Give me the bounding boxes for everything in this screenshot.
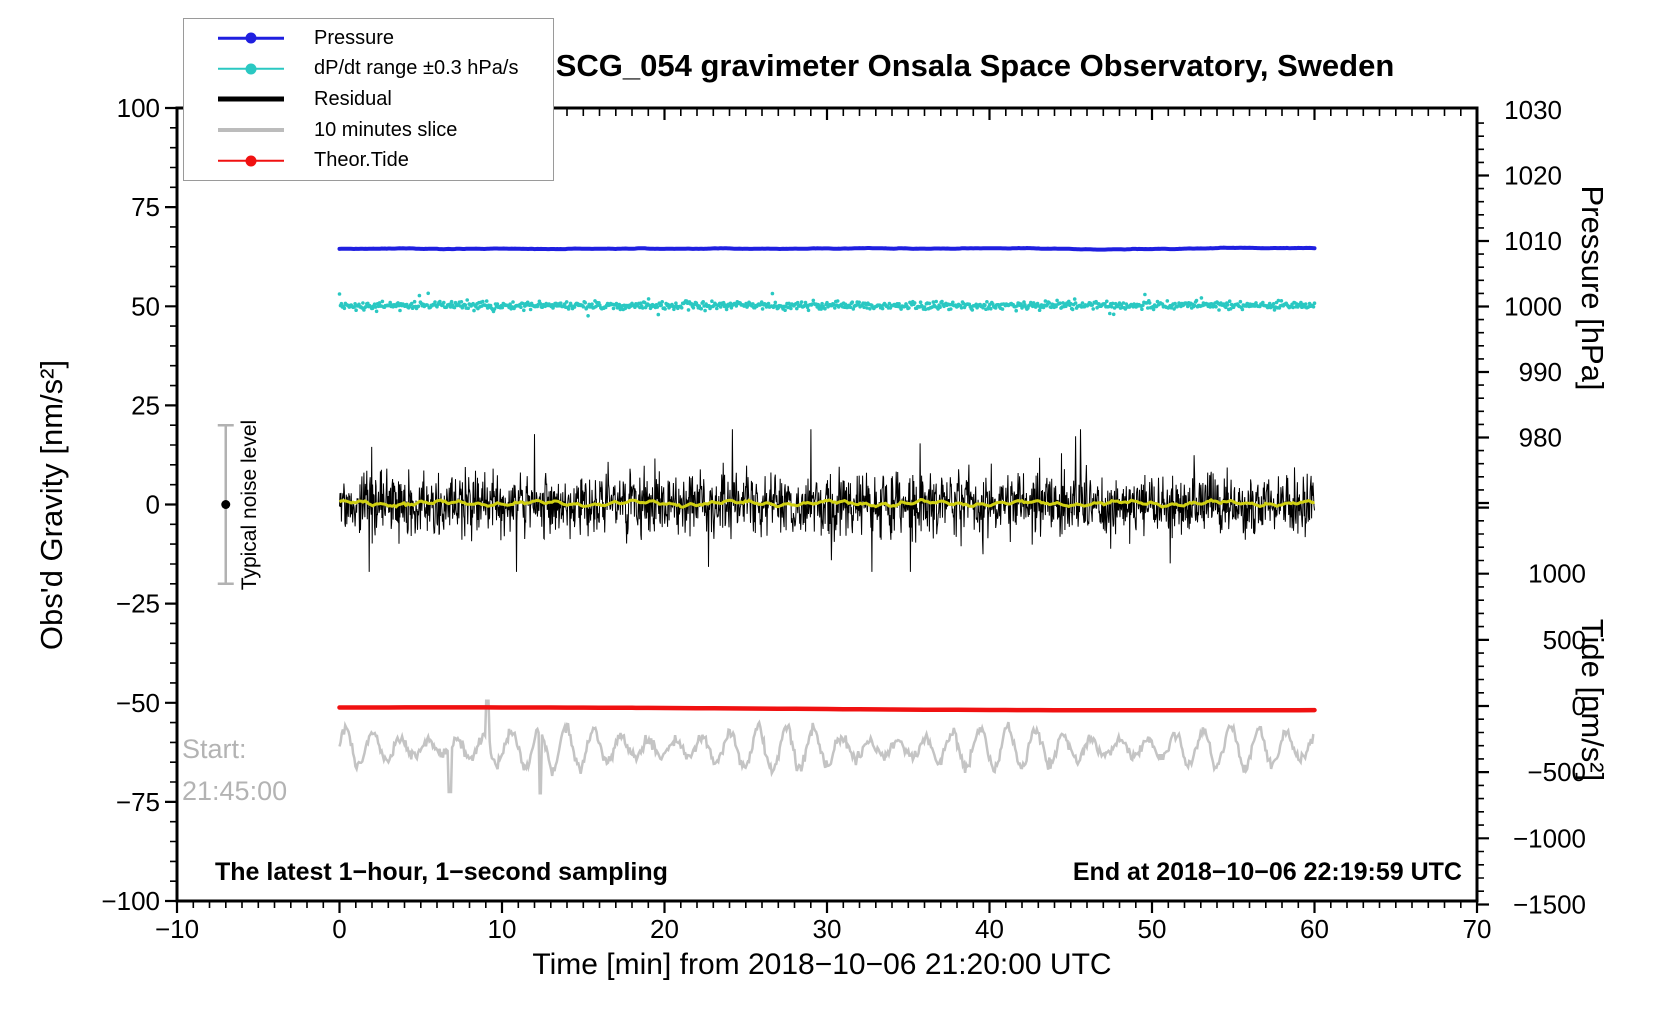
x-axis-title: Time [min] from 2018−10−06 21:20:00 UTC <box>532 948 1112 981</box>
slice-legend-marker <box>218 120 284 140</box>
pressure-tick-label: 1030 <box>1504 95 1562 125</box>
gravity-tick-label: −100 <box>101 886 160 916</box>
noise-errorbar <box>217 423 234 586</box>
tide-tick-label: 500 <box>1543 625 1586 655</box>
dpdt-legend-marker <box>218 59 284 79</box>
legend-label: Residual <box>314 87 392 110</box>
pressure-legend-marker <box>218 28 284 48</box>
tide-tick-label: 0 <box>1572 691 1586 721</box>
left-axis-title: Obs'd Gravity [nm/s²] <box>34 359 69 651</box>
legend-label: Theor.Tide <box>314 149 409 172</box>
dpdt-scatter <box>337 291 1317 318</box>
tide-axis-title: Tide [nm/s²] <box>1575 618 1610 782</box>
x-tick-label: 30 <box>813 914 842 944</box>
legend-label: Pressure <box>314 26 395 49</box>
x-tick-label: 50 <box>1138 914 1167 944</box>
residual-trace <box>339 429 1315 572</box>
tide-tick-label: −1000 <box>1513 823 1586 853</box>
pressure-axis-title: Pressure [hPa] <box>1575 185 1610 391</box>
start-label: Start: <box>182 734 247 764</box>
pressure-tick-label: 990 <box>1519 357 1562 387</box>
gravity-tick-label: 25 <box>131 390 160 420</box>
x-tick-label: 20 <box>650 914 679 944</box>
legend-item-dpdt: dP/dt range ±0.3 hPa/s <box>184 54 553 83</box>
residual-legend-marker <box>218 89 284 109</box>
x-tick-label: 10 <box>488 914 517 944</box>
legend-item-slice: 10 minutes slice <box>184 116 553 145</box>
legend: Pressure dP/dt range ±0.3 hPa/s Residual… <box>183 18 554 181</box>
gravity-tick-label: −25 <box>116 589 160 619</box>
pressure-tick-label: 1000 <box>1504 292 1562 322</box>
noise-dot <box>221 500 231 509</box>
x-tick-label: 0 <box>332 914 346 944</box>
start-time-label: 21:45:00 <box>182 776 288 806</box>
pressure-tick-label: 1010 <box>1504 226 1562 256</box>
sampling-annotation: The latest 1−hour, 1−second sampling <box>215 858 668 886</box>
major-ticks <box>165 106 1489 913</box>
ten-minute-slice-line <box>338 699 1315 795</box>
end-time-annotation: End at 2018−10−06 22:19:59 UTC <box>1072 858 1462 886</box>
legend-item-pressure: Pressure <box>184 24 553 53</box>
gravity-tick-label: −50 <box>116 688 160 718</box>
gravity-tick-label: 50 <box>131 291 160 321</box>
tide-tick-label: −500 <box>1527 757 1586 787</box>
tide-tick-label: −1500 <box>1513 889 1586 919</box>
theor-tide-line <box>337 705 1317 713</box>
tide-tick-label: 1000 <box>1528 559 1586 589</box>
legend-label: 10 minutes slice <box>314 118 458 141</box>
gravity-tick-label: 75 <box>131 192 160 222</box>
tide-legend-marker <box>218 151 284 171</box>
residual-smoothed-line <box>338 497 1315 509</box>
pressure-tick-label: 1020 <box>1504 161 1562 191</box>
pressure-tick-label: 980 <box>1519 423 1562 453</box>
legend-item-tide: Theor.Tide <box>184 146 553 175</box>
x-tick-label: 60 <box>1300 914 1329 944</box>
x-tick-label: 70 <box>1463 914 1492 944</box>
x-tick-label: 40 <box>975 914 1004 944</box>
gravity-tick-label: 0 <box>146 490 160 520</box>
chart-title: SCG_054 gravimeter Onsala Space Observat… <box>555 48 1395 83</box>
typical-noise-level-label: Typical noise level <box>238 419 261 591</box>
x-tick-label: −10 <box>155 914 199 944</box>
gravity-tick-label: 100 <box>117 93 160 123</box>
minor-ticks <box>170 108 1484 908</box>
legend-label: dP/dt range ±0.3 hPa/s <box>314 57 519 80</box>
legend-item-residual: Residual <box>184 85 553 114</box>
gravity-tick-label: −75 <box>116 787 160 817</box>
pressure-line <box>337 245 1317 252</box>
